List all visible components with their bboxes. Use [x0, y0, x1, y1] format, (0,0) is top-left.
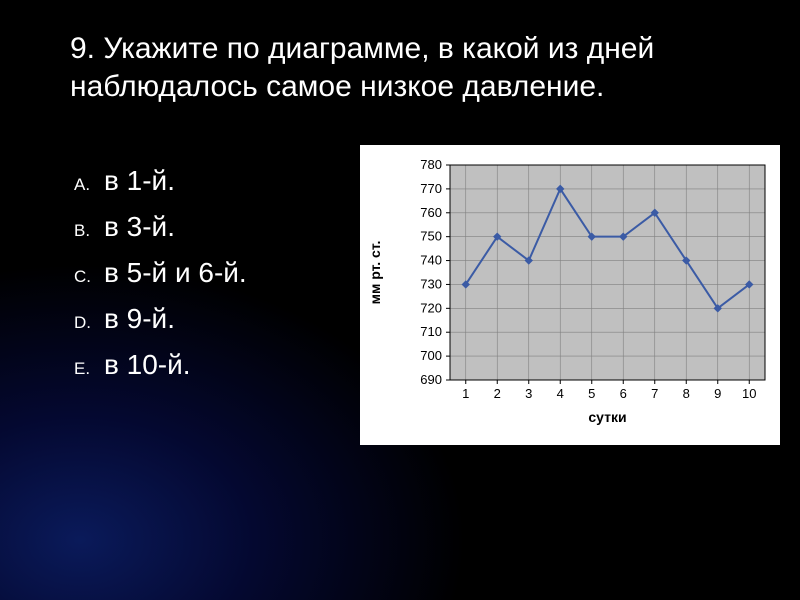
option-b: B. в 3-й. [70, 211, 330, 243]
option-marker: B. [70, 221, 104, 241]
question-text: 9. Укажите по диаграмме, в какой из дней… [70, 30, 760, 105]
option-c: C. в 5-й и 6-й. [70, 257, 330, 289]
option-text: в 10-й. [104, 349, 191, 381]
svg-text:730: 730 [420, 276, 442, 291]
svg-text:1: 1 [462, 386, 469, 401]
svg-text:5: 5 [588, 386, 595, 401]
option-text: в 9-й. [104, 303, 175, 335]
option-d: D. в 9-й. [70, 303, 330, 335]
answer-options: A. в 1-й. B. в 3-й. C. в 5-й и 6-й. D. в… [70, 145, 330, 395]
option-a: A. в 1-й. [70, 165, 330, 197]
pressure-chart: 690 700 710 720 730 740 750 760 770 780 1 2 3 4 5 6 7 8 9 1… [360, 145, 780, 445]
svg-text:710: 710 [420, 324, 442, 339]
option-text: в 3-й. [104, 211, 175, 243]
svg-text:8: 8 [683, 386, 690, 401]
svg-text:770: 770 [420, 181, 442, 196]
svg-text:6: 6 [620, 386, 627, 401]
svg-text:690: 690 [420, 372, 442, 387]
option-marker: D. [70, 313, 104, 333]
svg-text:4: 4 [557, 386, 564, 401]
svg-text:700: 700 [420, 348, 442, 363]
svg-text:760: 760 [420, 205, 442, 220]
svg-text:10: 10 [742, 386, 756, 401]
svg-text:720: 720 [420, 300, 442, 315]
option-text: в 1-й. [104, 165, 175, 197]
svg-text:740: 740 [420, 253, 442, 268]
content-row: A. в 1-й. B. в 3-й. C. в 5-й и 6-й. D. в… [70, 145, 760, 445]
svg-text:750: 750 [420, 229, 442, 244]
option-text: в 5-й и 6-й. [104, 257, 247, 289]
option-e: E. в 10-й. [70, 349, 330, 381]
svg-text:сутки: сутки [588, 409, 626, 425]
chart-container: 690 700 710 720 730 740 750 760 770 780 1 2 3 4 5 6 7 8 9 1… [360, 145, 780, 445]
svg-text:3: 3 [525, 386, 532, 401]
option-marker: E. [70, 359, 104, 379]
svg-text:2: 2 [494, 386, 501, 401]
svg-text:мм рт. ст.: мм рт. ст. [367, 241, 383, 305]
svg-text:7: 7 [651, 386, 658, 401]
svg-text:9: 9 [714, 386, 721, 401]
option-marker: C. [70, 267, 104, 287]
option-marker: A. [70, 175, 104, 195]
svg-text:780: 780 [420, 157, 442, 172]
